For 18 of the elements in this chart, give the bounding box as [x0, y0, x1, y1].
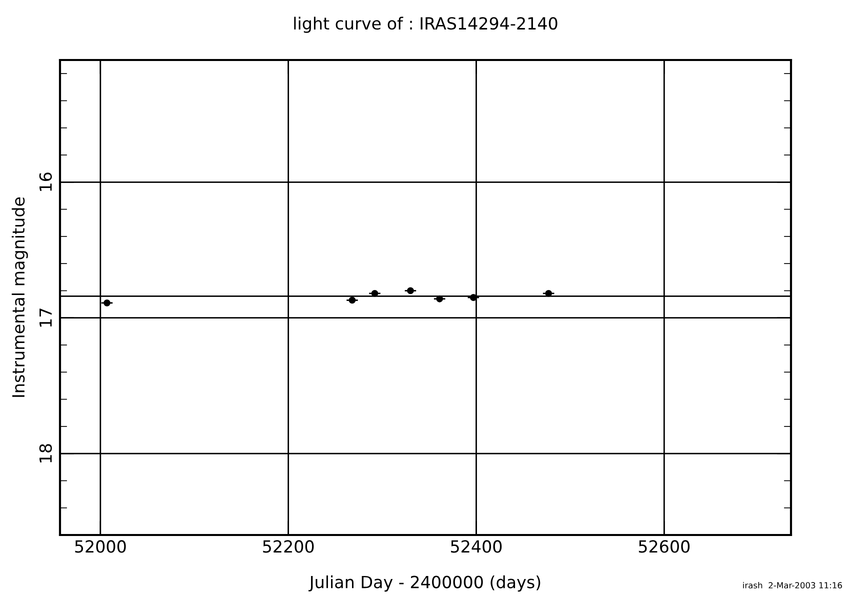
point — [470, 294, 477, 301]
x-tick-label: 52000 — [75, 540, 126, 553]
chart-title: light curve of : IRAS14294-2140 — [294, 16, 558, 33]
text: irash 2-Mar-2003 11:16 — [743, 582, 842, 588]
y-axis-title: Instrumental magnitude — [12, 197, 28, 397]
point — [406, 287, 414, 294]
y-tick-label: 17 — [40, 308, 52, 327]
point — [371, 290, 378, 297]
x-tick-label: 52600 — [638, 540, 690, 553]
x-tick-label: 52400 — [451, 540, 502, 553]
x-axis-title: Julian Day - 2400000 (days) — [308, 575, 540, 592]
y-tick-label: 18 — [39, 444, 52, 462]
y-tick-label: 16 — [39, 172, 52, 191]
point — [104, 299, 110, 306]
x-tick-label: 52200 — [263, 540, 314, 553]
point — [545, 290, 552, 297]
point — [436, 295, 444, 302]
point — [348, 296, 356, 304]
